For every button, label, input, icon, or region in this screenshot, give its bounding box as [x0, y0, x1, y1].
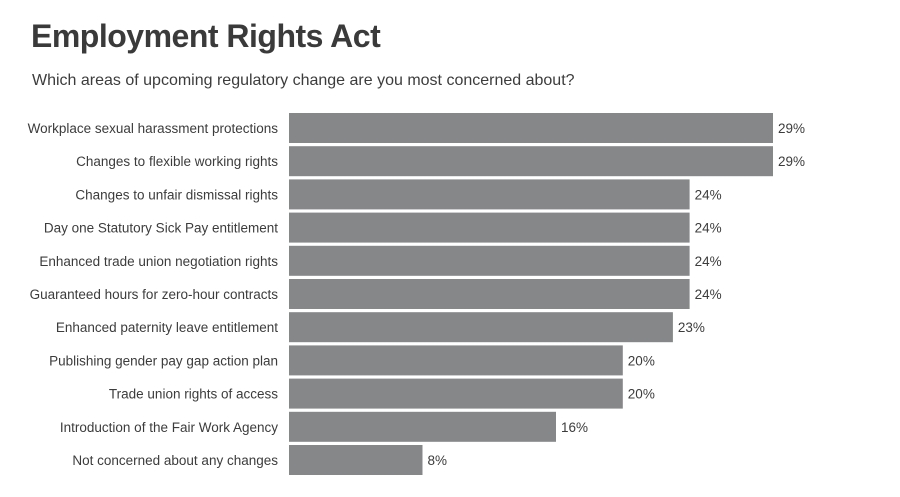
bar — [289, 378, 623, 409]
bar — [289, 179, 690, 210]
bar — [289, 113, 773, 143]
bar — [289, 345, 623, 376]
chart-subtitle: Which areas of upcoming regulatory chang… — [32, 72, 575, 89]
category-label: Guaranteed hours for zero-hour contracts — [30, 287, 279, 302]
value-label: 20% — [628, 387, 655, 402]
category-label: Enhanced paternity leave entitlement — [56, 320, 278, 335]
value-label: 8% — [428, 453, 448, 468]
category-label: Trade union rights of access — [109, 387, 278, 402]
value-label: 29% — [778, 154, 805, 169]
bar — [289, 312, 673, 343]
category-label: Publishing gender pay gap action plan — [49, 353, 278, 368]
bar — [289, 411, 556, 442]
value-label: 20% — [628, 353, 655, 368]
category-label: Not concerned about any changes — [72, 453, 278, 468]
category-label: Day one Statutory Sick Pay entitlement — [44, 221, 278, 236]
category-label: Changes to flexible working rights — [76, 154, 278, 169]
value-label: 23% — [678, 320, 705, 335]
bar — [289, 445, 423, 475]
bar — [289, 212, 690, 243]
value-label: 24% — [695, 287, 722, 302]
value-label: 24% — [695, 187, 722, 202]
category-label: Introduction of the Fair Work Agency — [60, 420, 278, 435]
category-label: Workplace sexual harassment protections — [28, 121, 279, 136]
value-label: 24% — [695, 254, 722, 269]
category-label: Enhanced trade union negotiation rights — [39, 254, 278, 269]
bar — [289, 279, 690, 309]
bar — [289, 245, 690, 276]
bar — [289, 146, 773, 177]
value-label: 29% — [778, 121, 805, 136]
chart-title: Employment Rights Act — [31, 18, 381, 54]
value-label: 16% — [561, 420, 588, 435]
category-label: Changes to unfair dismissal rights — [75, 187, 278, 202]
value-label: 24% — [695, 221, 722, 236]
